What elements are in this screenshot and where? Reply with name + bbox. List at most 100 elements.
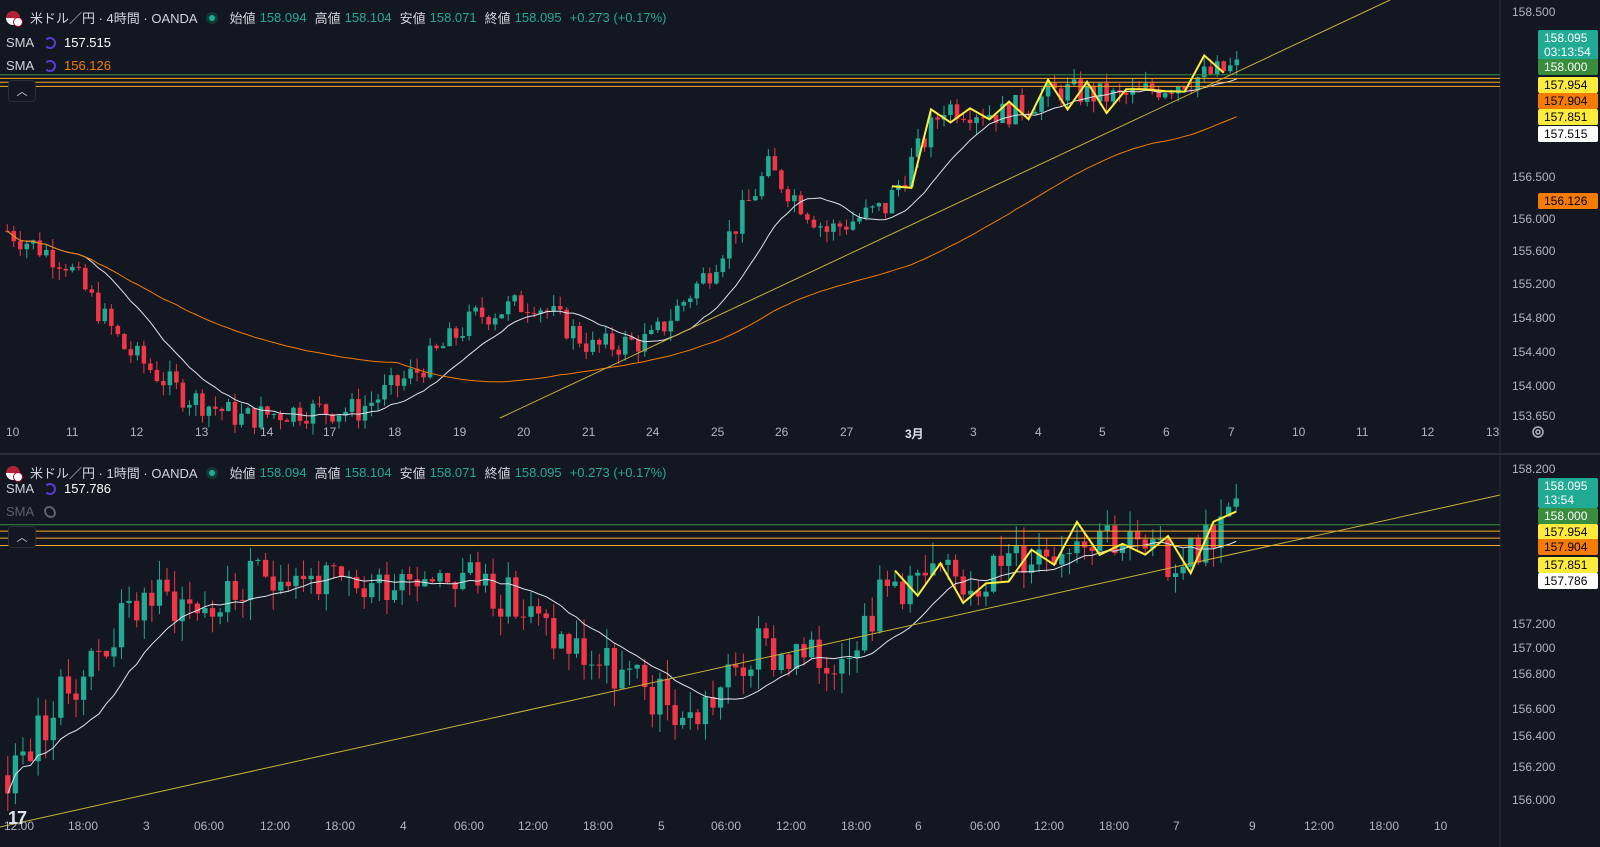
tradingview-logo[interactable]: 17 bbox=[8, 808, 27, 828]
sma-value: 157.515 bbox=[64, 35, 111, 50]
candle-body bbox=[270, 576, 276, 591]
sma-line-fast bbox=[7, 540, 1237, 794]
candle-body bbox=[581, 638, 587, 665]
candle-body bbox=[727, 231, 732, 259]
time-tick-label: 10 bbox=[1292, 425, 1306, 439]
symbol-legend[interactable]: 米ドル／円 · 1時間 · OANDA 始値 158.094 高値 158.104 … bbox=[6, 463, 667, 482]
time-tick-label: 10 bbox=[1434, 819, 1448, 833]
candle-body bbox=[793, 644, 800, 669]
candle-body bbox=[714, 272, 719, 284]
candle-body bbox=[505, 301, 511, 315]
symbol-legend[interactable]: 米ドル／円 · 4時間 · OANDA 始値 158.094 高値 158.104 … bbox=[6, 8, 667, 27]
candle-body bbox=[444, 573, 451, 583]
candle-body bbox=[544, 310, 550, 312]
candle-body bbox=[626, 668, 633, 670]
low-label: 安値 bbox=[399, 11, 426, 26]
sma-indicator-2[interactable]: SMA 156.126 bbox=[6, 58, 111, 73]
indicator-icon[interactable] bbox=[44, 59, 56, 72]
pane-separator[interactable] bbox=[0, 453, 1600, 455]
candle-body bbox=[1026, 113, 1031, 115]
price-chart-1h[interactable] bbox=[0, 455, 1600, 847]
candle-body bbox=[239, 413, 244, 425]
chevron-up-icon: ︿ bbox=[16, 532, 28, 544]
sma-indicator-1[interactable]: SMA 157.786 bbox=[6, 481, 111, 496]
candle-body bbox=[1210, 524, 1217, 548]
candle-body bbox=[892, 581, 898, 586]
candle-body bbox=[331, 565, 337, 567]
time-tick-label: 6 bbox=[1163, 425, 1170, 439]
sma-line-slow bbox=[6, 116, 1237, 383]
candle-body bbox=[349, 399, 355, 412]
candle-body bbox=[603, 333, 609, 345]
price-tag: 157.515 bbox=[1538, 126, 1598, 142]
time-tick-label: 18:00 bbox=[325, 819, 356, 833]
sma-indicator-2-hidden[interactable]: SMA bbox=[6, 504, 56, 519]
candle-body bbox=[629, 336, 635, 340]
candle-body bbox=[180, 382, 186, 408]
sma-indicator-1[interactable]: SMA 157.515 bbox=[6, 35, 111, 50]
sma-label: SMA bbox=[6, 481, 35, 496]
candle-body bbox=[179, 599, 185, 622]
candle-body bbox=[528, 606, 534, 617]
candle-body bbox=[37, 240, 43, 256]
candle-body bbox=[473, 307, 478, 312]
gear-icon[interactable] bbox=[1530, 424, 1546, 440]
indicator-icon[interactable] bbox=[44, 482, 56, 495]
candle-body bbox=[766, 156, 771, 177]
symbol-title[interactable]: 米ドル／円 · 1時間 · OANDA bbox=[30, 466, 198, 481]
candle-body bbox=[952, 559, 959, 577]
candle-body bbox=[798, 195, 804, 215]
candle-body bbox=[831, 223, 836, 232]
collapse-legend-button[interactable]: ︿ bbox=[8, 80, 36, 102]
candle-body bbox=[434, 345, 439, 349]
candle-body bbox=[126, 600, 132, 604]
candle-body bbox=[115, 325, 121, 335]
chart-pane-4h[interactable]: 米ドル／円 · 4時間 · OANDA 始値 158.094 高値 158.104 … bbox=[0, 0, 1600, 455]
time-tick-label: 12 bbox=[1421, 425, 1435, 439]
candle-body bbox=[209, 608, 216, 617]
candle-body bbox=[687, 712, 693, 718]
candle-body bbox=[857, 217, 862, 222]
time-tick-label: 14 bbox=[260, 425, 274, 439]
candle-body bbox=[657, 678, 663, 715]
collapse-legend-button[interactable]: ︿ bbox=[8, 526, 36, 548]
candle-body bbox=[1104, 83, 1109, 102]
candle-body bbox=[1013, 94, 1018, 125]
chart-pane-1h[interactable]: 米ドル／円 · 1時間 · OANDA 始値 158.094 高値 158.104 … bbox=[0, 455, 1600, 847]
candle-body bbox=[928, 117, 934, 148]
symbol-title[interactable]: 米ドル／円 · 4時間 · OANDA bbox=[30, 11, 198, 26]
eye-off-icon[interactable] bbox=[44, 505, 56, 518]
time-tick-label: 6 bbox=[915, 819, 922, 833]
candle-body bbox=[935, 117, 940, 120]
candle-body bbox=[388, 375, 394, 386]
candle-body bbox=[323, 565, 329, 595]
candle-body bbox=[589, 664, 595, 666]
candle-body bbox=[252, 408, 257, 428]
price-tick-label: 158.500 bbox=[1512, 5, 1556, 19]
time-tick-label: 3 bbox=[143, 819, 150, 833]
time-tick-label: 11 bbox=[1356, 425, 1369, 439]
candle-body bbox=[498, 608, 504, 617]
sma-value: 156.126 bbox=[64, 58, 111, 73]
candle-body bbox=[1019, 94, 1025, 114]
price-tick-label: 155.200 bbox=[1512, 277, 1556, 291]
candle-body bbox=[1201, 66, 1207, 78]
time-tick-label: 06:00 bbox=[194, 819, 225, 833]
candle-body bbox=[1195, 77, 1200, 91]
price-tag: 157.904 bbox=[1538, 539, 1598, 555]
candle-body bbox=[1180, 566, 1186, 574]
candle-body bbox=[50, 717, 56, 741]
indicator-icon[interactable] bbox=[44, 36, 56, 49]
candle-body bbox=[808, 639, 815, 658]
price-tick-label: 156.000 bbox=[1512, 793, 1556, 807]
sma-label: SMA bbox=[6, 58, 35, 73]
price-tick-label: 154.400 bbox=[1512, 345, 1556, 359]
candle-body bbox=[538, 310, 543, 314]
price-chart-4h[interactable] bbox=[0, 0, 1600, 455]
trend-line bbox=[0, 494, 1501, 828]
candle-body bbox=[83, 267, 88, 290]
candle-body bbox=[50, 249, 56, 268]
candle-body bbox=[1097, 83, 1103, 102]
candle-body bbox=[695, 712, 701, 725]
countdown-timer: 03:13:54 bbox=[1544, 45, 1591, 59]
